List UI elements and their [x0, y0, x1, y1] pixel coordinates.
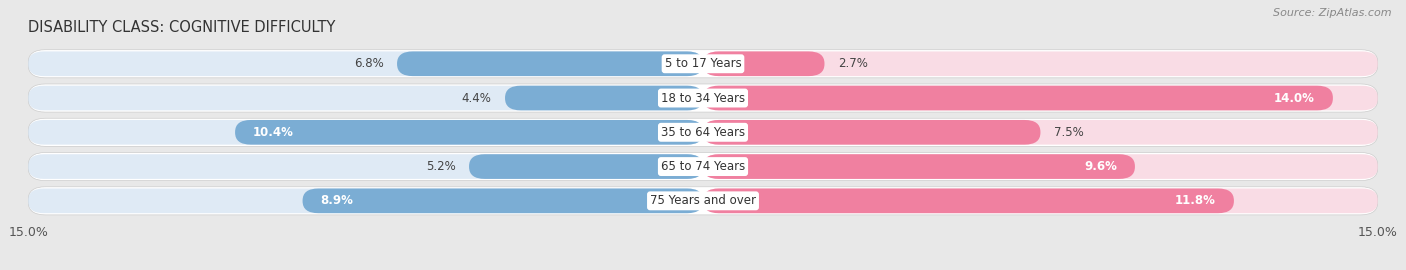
- Text: 2.7%: 2.7%: [838, 57, 868, 70]
- FancyBboxPatch shape: [28, 154, 703, 179]
- FancyBboxPatch shape: [28, 120, 703, 145]
- Text: 5.2%: 5.2%: [426, 160, 456, 173]
- Text: 18 to 34 Years: 18 to 34 Years: [661, 92, 745, 104]
- Text: 11.8%: 11.8%: [1175, 194, 1216, 207]
- FancyBboxPatch shape: [28, 84, 1378, 112]
- Text: 6.8%: 6.8%: [354, 57, 384, 70]
- Text: 4.4%: 4.4%: [461, 92, 492, 104]
- FancyBboxPatch shape: [703, 120, 1040, 145]
- FancyBboxPatch shape: [703, 51, 824, 76]
- FancyBboxPatch shape: [28, 50, 1378, 78]
- Text: 65 to 74 Years: 65 to 74 Years: [661, 160, 745, 173]
- FancyBboxPatch shape: [28, 51, 703, 76]
- FancyBboxPatch shape: [470, 154, 703, 179]
- Text: 10.4%: 10.4%: [253, 126, 294, 139]
- Text: 5 to 17 Years: 5 to 17 Years: [665, 57, 741, 70]
- FancyBboxPatch shape: [28, 187, 1378, 215]
- FancyBboxPatch shape: [703, 188, 1234, 213]
- FancyBboxPatch shape: [703, 154, 1378, 179]
- FancyBboxPatch shape: [703, 120, 1378, 145]
- FancyBboxPatch shape: [396, 51, 703, 76]
- FancyBboxPatch shape: [703, 51, 1378, 76]
- FancyBboxPatch shape: [28, 86, 703, 110]
- Text: DISABILITY CLASS: COGNITIVE DIFFICULTY: DISABILITY CLASS: COGNITIVE DIFFICULTY: [28, 20, 336, 35]
- FancyBboxPatch shape: [505, 86, 703, 110]
- FancyBboxPatch shape: [28, 118, 1378, 146]
- FancyBboxPatch shape: [703, 86, 1378, 110]
- FancyBboxPatch shape: [703, 154, 1135, 179]
- FancyBboxPatch shape: [302, 188, 703, 213]
- Text: 35 to 64 Years: 35 to 64 Years: [661, 126, 745, 139]
- FancyBboxPatch shape: [703, 188, 1378, 213]
- Legend: Male, Female: Male, Female: [634, 268, 772, 270]
- Text: 14.0%: 14.0%: [1274, 92, 1315, 104]
- Text: 7.5%: 7.5%: [1054, 126, 1084, 139]
- Text: 75 Years and over: 75 Years and over: [650, 194, 756, 207]
- FancyBboxPatch shape: [28, 188, 703, 213]
- FancyBboxPatch shape: [703, 86, 1333, 110]
- Text: 8.9%: 8.9%: [321, 194, 353, 207]
- FancyBboxPatch shape: [28, 153, 1378, 181]
- Text: 9.6%: 9.6%: [1084, 160, 1116, 173]
- Text: Source: ZipAtlas.com: Source: ZipAtlas.com: [1274, 8, 1392, 18]
- FancyBboxPatch shape: [235, 120, 703, 145]
